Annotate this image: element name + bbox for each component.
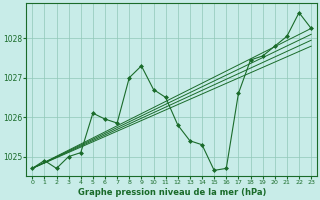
X-axis label: Graphe pression niveau de la mer (hPa): Graphe pression niveau de la mer (hPa) <box>77 188 266 197</box>
